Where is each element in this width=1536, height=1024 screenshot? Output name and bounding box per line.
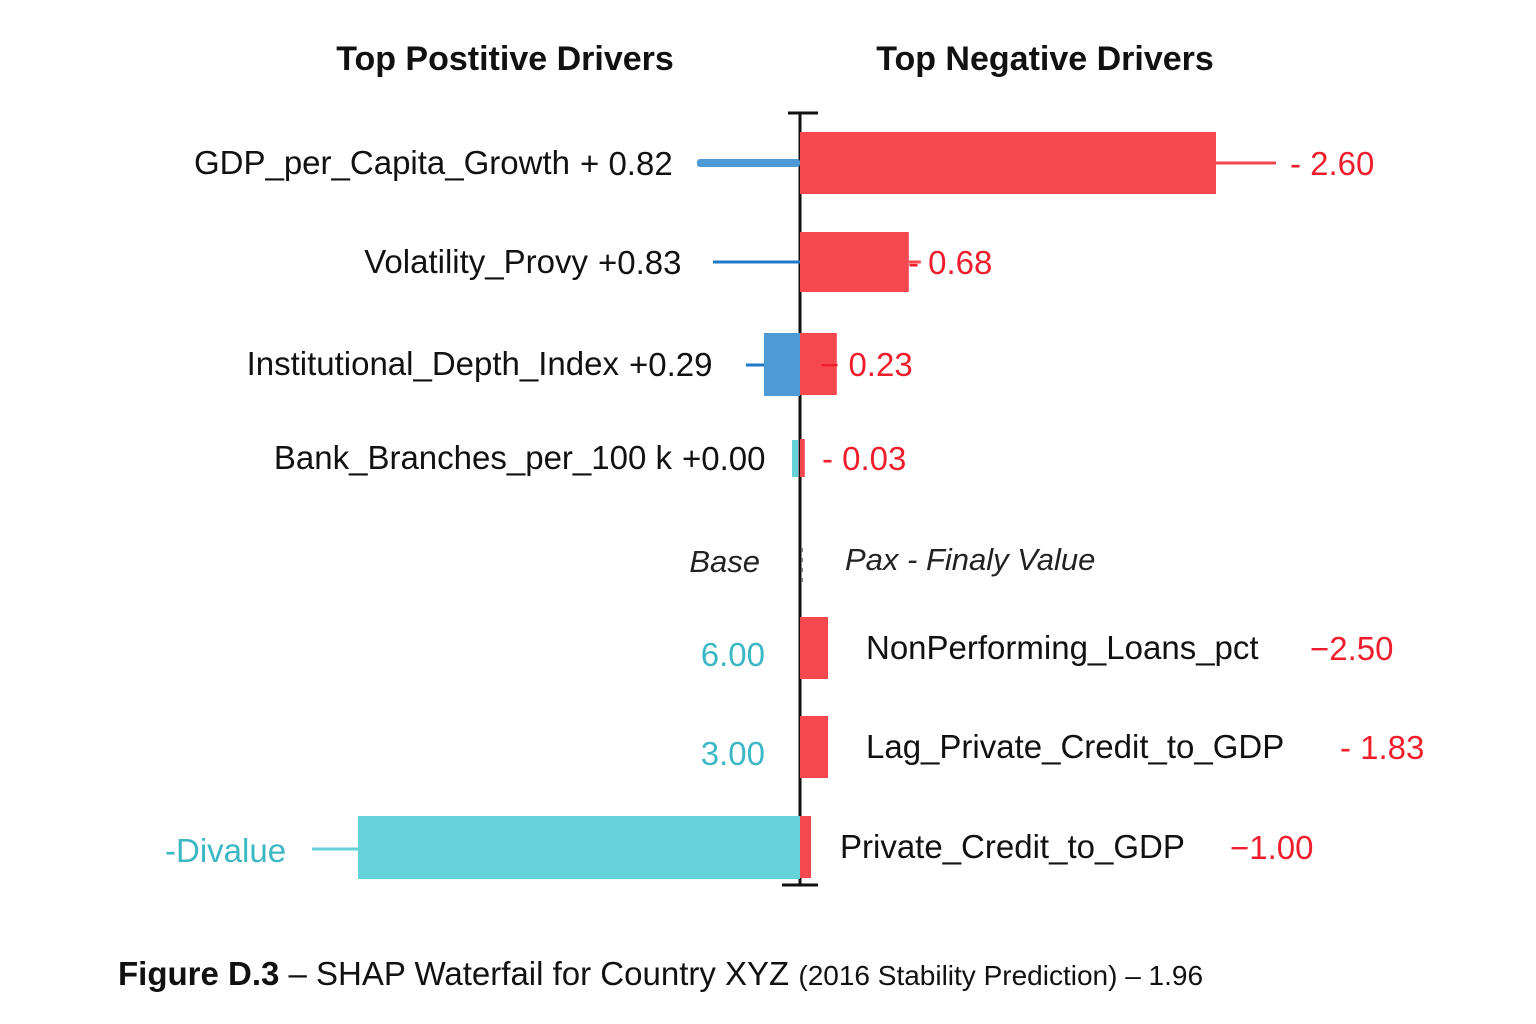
positive-value-label: + 0.82	[580, 145, 673, 182]
feature-label: Lag_Private_Credit_to_GDP	[866, 728, 1284, 765]
negative-bar	[800, 816, 811, 878]
negative-bar	[800, 132, 1216, 194]
figure-caption: Figure D.3 – SHAP Waterfail for Country …	[118, 955, 1203, 992]
positive-bar	[764, 333, 800, 396]
base-label: Base	[689, 544, 760, 579]
negative-value-label: −2.50	[1310, 630, 1394, 667]
negative-bar	[800, 232, 909, 292]
negative-bar	[800, 716, 828, 778]
positive-bar	[697, 159, 800, 167]
caption-figure-number: Figure D.3	[118, 955, 279, 992]
caption-tail: – 1.96	[1117, 960, 1203, 991]
feature-label: NonPerforming_Loans_pct	[866, 629, 1259, 666]
positive-value-label: +0.00	[682, 440, 766, 477]
caption-paren: (2016 Stability Prediction)	[798, 960, 1117, 991]
feature-label: GDP_per_Capita_Growth	[194, 144, 570, 181]
positive-value-label: +0.83	[598, 244, 682, 281]
tick-label: 6.00	[701, 636, 765, 673]
header-negative: Top Negative Drivers	[876, 40, 1214, 78]
negative-value-label: −1.00	[1230, 829, 1314, 866]
feature-label: Volatility_Provy	[364, 243, 588, 280]
feature-label: Private_Credit_to_GDP	[840, 828, 1185, 865]
negative-value-label: - 1.83	[1340, 729, 1424, 766]
negative-bar	[800, 439, 805, 477]
negative-bar	[800, 617, 828, 679]
bottom-bar-label: -Divalue	[165, 832, 286, 869]
negative-bar	[800, 333, 837, 395]
caption-title: – SHAP Waterfail for Country XYZ	[279, 955, 798, 992]
negative-value-label: − 0.23	[820, 346, 913, 383]
negative-value-label: - 2.60	[1290, 145, 1374, 182]
header-positive: Top Postitive Drivers	[336, 40, 674, 78]
tick-label: 3.00	[701, 735, 765, 772]
final-value-label: Pax - Finaly Value	[845, 542, 1095, 577]
negative-value-label: - 0.03	[822, 440, 906, 477]
negative-value-label: - 0.68	[908, 244, 992, 281]
feature-label: Bank_Branches_per_100 k	[274, 439, 673, 476]
bottom-bar	[358, 816, 800, 879]
positive-value-label: +0.29	[629, 346, 713, 383]
feature-label: Institutional_Depth_Index	[247, 345, 620, 382]
positive-bar	[792, 440, 798, 477]
